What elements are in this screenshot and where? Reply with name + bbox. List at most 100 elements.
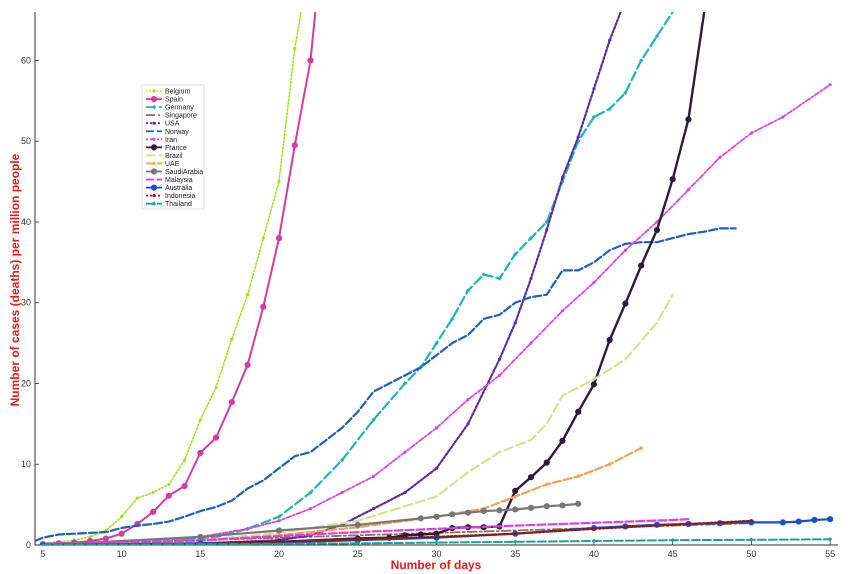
series-line-brazil: [41, 293, 674, 545]
data-point-saudiarabia-8: [480, 507, 487, 515]
x-tick-label-6: 35: [510, 549, 520, 559]
legend-item-indonesia: Indonesia: [146, 193, 195, 200]
series-usa: [41, 12, 622, 545]
legend: BelgiumSpainGermanySingaporeUSANorwayIra…: [141, 84, 205, 210]
data-point-australia-15: [827, 516, 834, 523]
data-point-germany-9: [339, 458, 345, 463]
legend-marker-usa: [152, 121, 156, 125]
data-point-germany-17: [497, 276, 502, 281]
legend-item-belgium: Belgium: [146, 89, 190, 96]
data-point-thailand-4: [513, 539, 518, 544]
series-line-norway: [35, 227, 737, 543]
series-norway: [35, 227, 737, 543]
series-spain: [39, 12, 317, 545]
data-point-germany-20: [544, 219, 549, 225]
y-tick-label-6: 60: [21, 55, 31, 65]
data-point-uae-7: [544, 482, 549, 487]
series-france: [39, 12, 706, 545]
data-point-saudiarabia-13: [559, 502, 566, 509]
x-tick-label-9: 50: [746, 549, 756, 559]
data-point-france-16: [559, 437, 566, 444]
data-point-iran-3: [245, 527, 250, 531]
data-point-iran-5: [308, 507, 313, 511]
legend-label-indonesia: Indonesia: [165, 193, 195, 200]
legend-item-germany: Germany: [146, 105, 194, 112]
data-point-iran-10: [466, 398, 470, 402]
data-point-germany-11: [402, 381, 408, 386]
data-point-saudiarabia-10: [512, 506, 519, 513]
data-point-germany-19: [528, 235, 534, 241]
data-point-belgium-5: [119, 515, 124, 519]
data-point-usa-12: [529, 276, 533, 281]
data-point-germany-18: [513, 252, 518, 257]
x-axis-title: Number of days: [391, 558, 482, 572]
data-point-germany-22: [576, 139, 581, 144]
legend-item-usa: USA: [146, 121, 180, 128]
data-point-indonesia-8: [749, 519, 754, 523]
legend-label-thailand: Thailand: [165, 201, 192, 208]
data-point-uae-9: [607, 462, 612, 467]
legend-marker-iran: [152, 137, 156, 141]
data-point-uae-10: [638, 445, 644, 451]
data-point-france-20: [622, 300, 629, 307]
data-point-saudiarabia-11: [527, 504, 535, 511]
legend-marker-indonesia: [152, 194, 156, 198]
data-point-australia-14: [811, 516, 818, 524]
legend-item-spain: Spain: [146, 95, 183, 104]
legend-item-norway: Norway: [146, 129, 189, 136]
data-point-saudiarabia-1: [197, 533, 204, 541]
data-point-france-17: [575, 408, 582, 415]
x-tick-label-4: 25: [353, 549, 363, 559]
data-point-usa-9: [466, 422, 470, 426]
data-point-australia-12: [779, 519, 786, 526]
series-line-malaysia: [41, 518, 690, 545]
x-tick-label-2: 15: [195, 549, 205, 559]
data-point-saudiarabia-4: [417, 515, 424, 522]
data-point-iran-21: [828, 83, 832, 87]
data-point-iran-20: [781, 115, 785, 119]
data-point-belgium-14: [261, 236, 265, 240]
data-point-iran-6: [340, 490, 344, 495]
data-point-iran-19: [749, 131, 754, 135]
x-tick-label-10: 55: [825, 549, 835, 559]
legend-label-australia: Australia: [165, 185, 192, 192]
legend-marker-thailand: [151, 201, 157, 206]
data-point-usa-10: [497, 357, 502, 361]
data-point-spain-4: [102, 535, 109, 542]
data-point-usa-14: [560, 175, 565, 180]
axes: 5 10 15 20 25 30 35 40 45 50 55 0 10 20 30 40 50 60: [21, 12, 838, 559]
data-point-usa-16: [592, 87, 596, 91]
data-point-usa-7: [403, 490, 407, 495]
data-point-spain-14: [260, 303, 267, 310]
series-iran: [41, 83, 832, 545]
data-point-thailand-2: [355, 541, 360, 545]
data-point-belgium-7: [151, 490, 155, 495]
series-line-iran: [42, 83, 831, 545]
y-tick-label-1: 10: [21, 459, 31, 469]
data-point-iran-9: [434, 426, 439, 430]
data-point-belgium-16: [293, 46, 297, 50]
data-point-spain-11: [212, 434, 220, 441]
series-line-belgium: [42, 12, 302, 545]
legend-marker-germany: [151, 104, 157, 110]
series-germany: [40, 12, 674, 545]
legend-label-uae: UAE: [165, 161, 180, 168]
data-point-spain-15: [275, 235, 283, 242]
y-tick-label-4: 40: [21, 217, 31, 227]
data-point-saudiarabia-6: [449, 511, 456, 518]
data-point-iran-18: [718, 155, 722, 159]
legend-item-brazil: Brazil: [146, 153, 183, 160]
data-point-saudiarabia-12: [543, 503, 550, 510]
legend-item-iran: Iran: [146, 137, 177, 144]
legend-item-saudiarabia: SaudiArabia: [146, 168, 203, 176]
data-point-saudiarabia-7: [464, 509, 472, 516]
data-point-iran-11: [497, 373, 502, 378]
data-point-spain-16: [291, 142, 298, 149]
data-point-thailand-3: [434, 540, 439, 545]
data-point-thailand-0: [40, 542, 46, 545]
data-point-saudiarabia-9: [496, 507, 503, 514]
y-tick-label-0: 0: [26, 540, 31, 550]
legend-label-brazil: Brazil: [165, 153, 183, 160]
series-lines: [35, 12, 834, 545]
